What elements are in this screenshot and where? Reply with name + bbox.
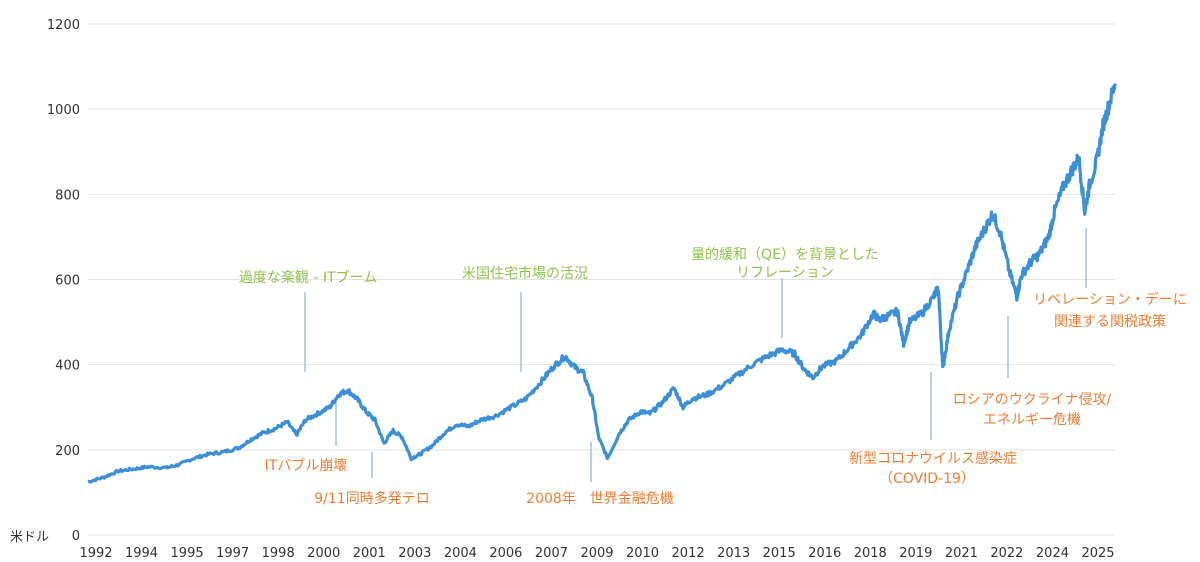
x-tick-label: 2018 xyxy=(854,546,887,561)
y-tick-label: 1000 xyxy=(47,103,80,118)
annotation-label: 関連する関税政策 xyxy=(1054,313,1166,330)
x-tick-label: 2015 xyxy=(763,546,796,561)
x-tick-label: 2012 xyxy=(672,546,705,561)
grid-lines xyxy=(88,23,1115,536)
x-tick-label: 2021 xyxy=(945,546,978,561)
x-tick-label: 2003 xyxy=(398,546,431,561)
x-tick-label: 2010 xyxy=(626,546,659,561)
x-tick-label: 2001 xyxy=(353,546,386,561)
x-tick-label: 1992 xyxy=(79,546,112,561)
x-tick-label: 2000 xyxy=(307,546,340,561)
x-tick-label: 1997 xyxy=(216,546,249,561)
y-tick-label: 400 xyxy=(55,359,80,374)
series-line xyxy=(87,83,1117,484)
y-tick-label: 600 xyxy=(55,274,80,289)
annotation-label: 過度な楽観 - ITブーム xyxy=(239,269,377,286)
x-tick-label: 2013 xyxy=(717,546,750,561)
y-axis-ticks: 0 200 400 600 800 1000 1200 xyxy=(47,18,80,544)
annotation-label: 米国住宅市場の活況 xyxy=(462,265,588,282)
x-axis-ticks: 1992 1994 1995 1997 1998 2000 2001 2003 2004 2006… xyxy=(79,546,1114,561)
x-tick-label: 2022 xyxy=(990,546,1023,561)
annotation-label: （COVID-19） xyxy=(879,471,975,487)
annotation-leaders xyxy=(304,228,1087,482)
annotation-label: 2008年 世界金融危機 xyxy=(526,491,674,507)
annotation-label: リベレーション・デーに xyxy=(1033,291,1187,308)
annotation-label: 新型コロナウイルス感染症 xyxy=(849,450,1017,467)
x-tick-label: 2006 xyxy=(489,546,522,561)
annotation-label: ロシアのウクライナ侵攻/ xyxy=(953,391,1112,408)
annotation-label: 量的緩和（QE）を背景とした xyxy=(691,247,879,263)
annotation-label: エネルギー危機 xyxy=(983,412,1081,428)
x-tick-label: 2009 xyxy=(580,546,613,561)
series-layer xyxy=(87,83,1117,484)
annotations: 過度な楽観 - ITブーム 米国住宅市場の活況 量的緩和（QE）を背景としたリフレー… xyxy=(239,247,1187,507)
x-tick-label: 2025 xyxy=(1081,546,1114,561)
y-tick-label: 0 xyxy=(72,529,80,544)
annotation-label: ITバブル崩壊 xyxy=(265,457,348,474)
y-tick-label: 200 xyxy=(55,444,80,459)
x-tick-label: 2007 xyxy=(535,546,568,561)
y-tick-label: 1200 xyxy=(47,18,80,33)
x-tick-label: 2016 xyxy=(808,546,841,561)
x-tick-label: 2004 xyxy=(444,546,477,561)
annotation-label: 9/11同時多発テロ xyxy=(314,490,429,507)
annotation-label: リフレーション xyxy=(736,265,834,281)
x-tick-label: 2024 xyxy=(1036,546,1069,561)
y-tick-label: 800 xyxy=(55,188,80,203)
x-tick-label: 1994 xyxy=(125,546,158,561)
x-tick-label: 1998 xyxy=(262,546,295,561)
y-axis-label: 米ドル xyxy=(10,530,49,545)
x-tick-label: 1995 xyxy=(171,546,204,561)
x-tick-label: 2019 xyxy=(899,546,932,561)
